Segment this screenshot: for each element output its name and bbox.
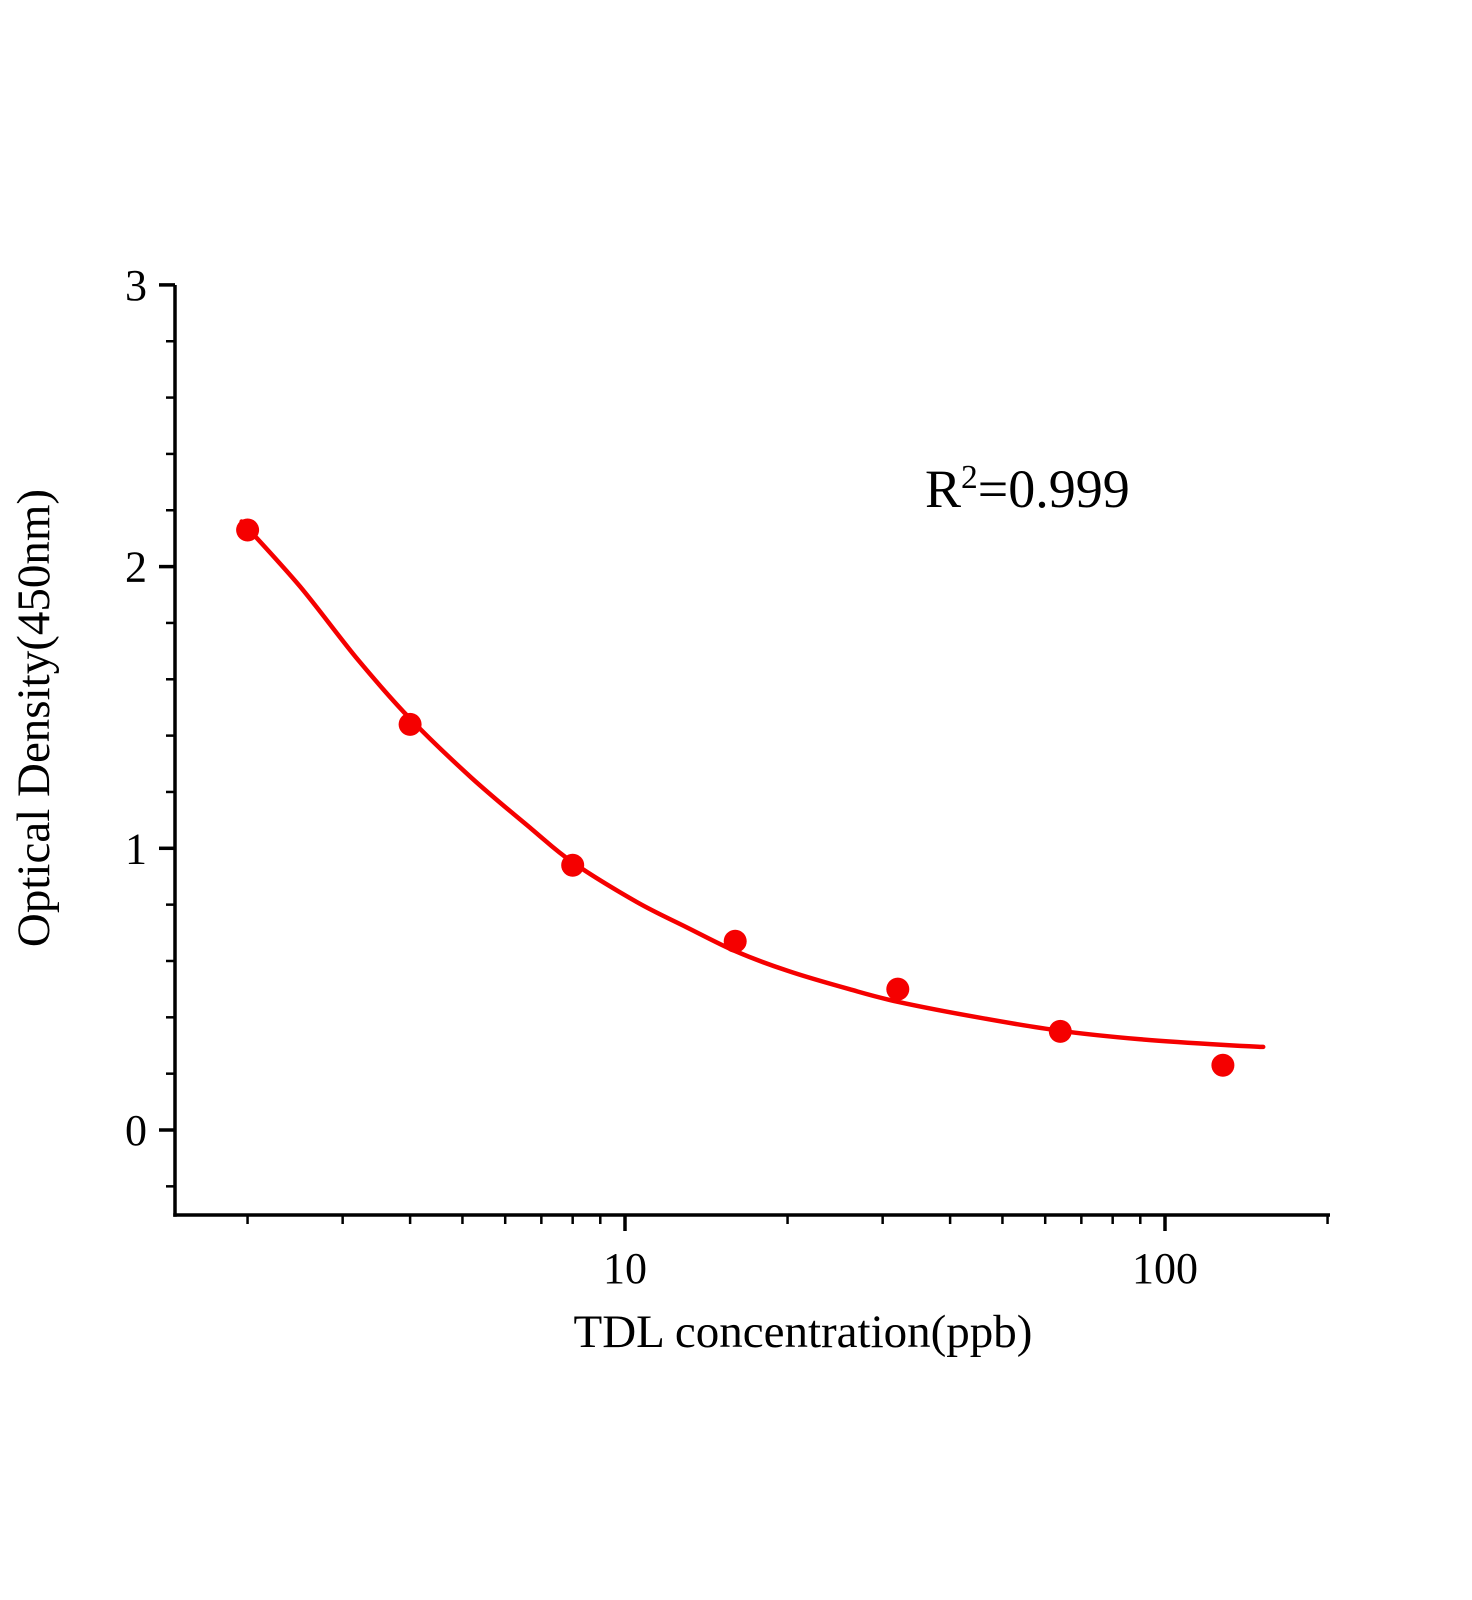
r-squared-base: R — [925, 459, 962, 519]
data-point — [561, 853, 585, 877]
r-squared-exponent: 2 — [961, 459, 978, 496]
data-point — [1211, 1053, 1235, 1077]
r-squared-annotation: R2=0.999 — [925, 458, 1130, 520]
data-point — [723, 929, 747, 953]
x-tick-label: 100 — [1132, 1244, 1198, 1293]
data-point — [236, 518, 260, 542]
r-squared-rest: =0.999 — [977, 459, 1130, 519]
data-point — [1048, 1019, 1072, 1043]
x-tick-label: 10 — [603, 1244, 647, 1293]
y-tick-label: 1 — [125, 824, 147, 873]
data-point — [398, 712, 422, 736]
y-tick-label: 2 — [125, 543, 147, 592]
y-tick-label: 0 — [125, 1106, 147, 1155]
x-axis-label: TDL concentration(ppb) — [573, 1306, 1033, 1358]
fit-curve — [239, 519, 1266, 1050]
y-axis-label: Optical Density(450nm) — [8, 488, 60, 948]
data-point — [886, 977, 910, 1001]
y-tick-label: 3 — [125, 261, 147, 310]
